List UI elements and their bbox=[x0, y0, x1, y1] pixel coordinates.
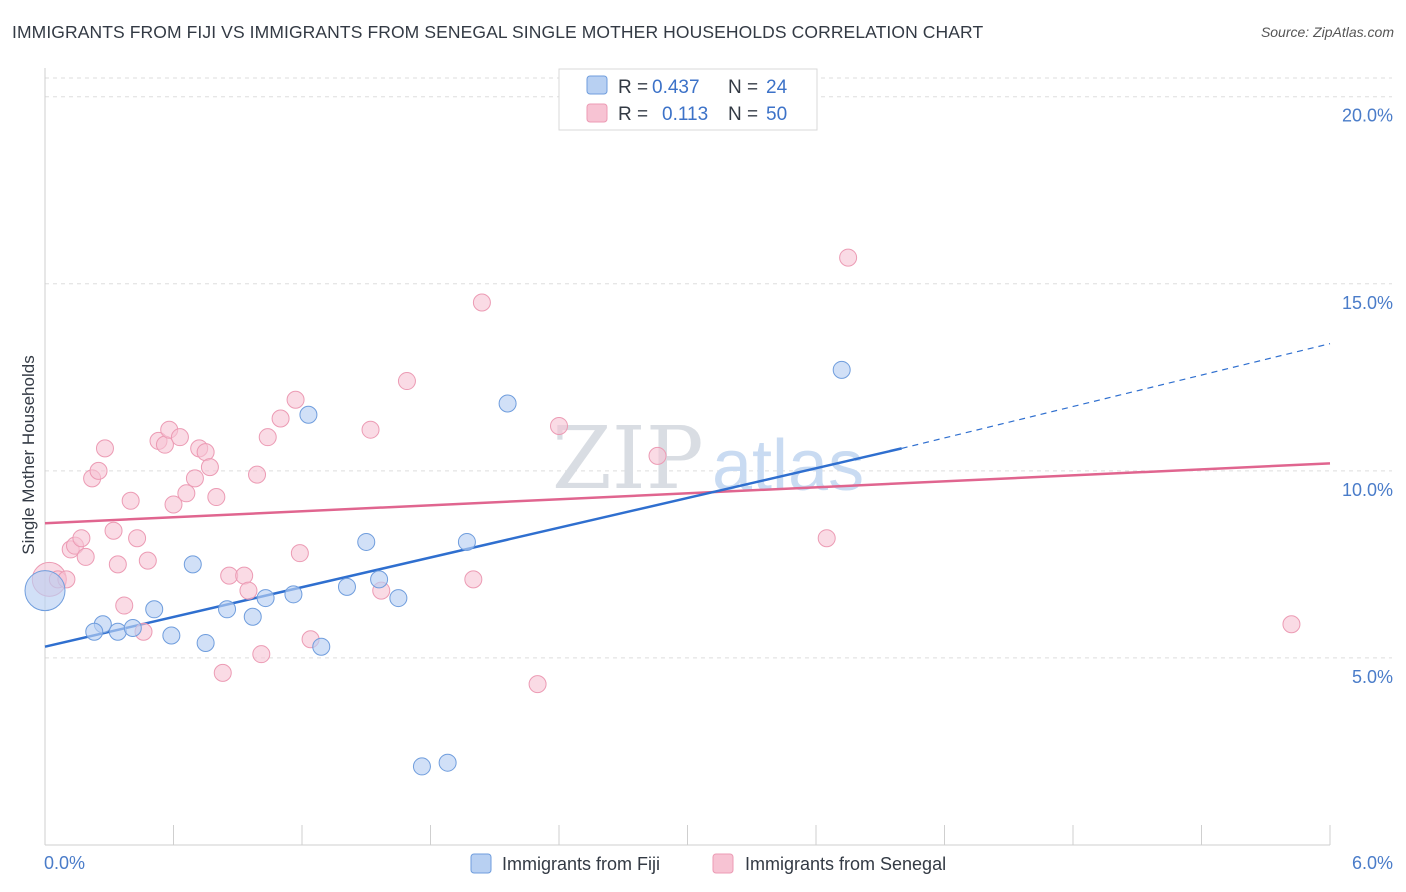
senegal-point bbox=[213, 663, 232, 682]
fiji-point bbox=[85, 622, 104, 641]
senegal-point bbox=[397, 372, 416, 391]
y-tick-label: 10.0% bbox=[1342, 480, 1393, 500]
senegal-trend-line bbox=[44, 462, 1331, 525]
fiji-point bbox=[438, 753, 457, 772]
legend-fiji-n-label: N = bbox=[728, 77, 758, 98]
fiji-point bbox=[832, 360, 851, 379]
senegal-point bbox=[220, 566, 239, 585]
senegal-point bbox=[177, 484, 196, 503]
senegal-point bbox=[817, 529, 836, 548]
fiji-point bbox=[312, 637, 331, 656]
y-axis-label: Single Mother Households bbox=[19, 355, 38, 554]
senegal-point bbox=[89, 461, 108, 480]
senegal-point bbox=[252, 645, 271, 664]
senegal-point bbox=[185, 469, 204, 488]
watermark-zip: ZIP bbox=[552, 409, 704, 509]
fiji-point bbox=[457, 532, 476, 551]
senegal-point bbox=[121, 491, 140, 510]
senegal-point bbox=[361, 420, 380, 439]
fiji-point bbox=[256, 589, 275, 608]
fiji-point bbox=[218, 600, 237, 619]
y-tick-label: 20.0% bbox=[1342, 106, 1393, 126]
senegal-point bbox=[1282, 615, 1301, 634]
senegal-point bbox=[196, 443, 215, 462]
tick-labels: 5.0% 10.0% 15.0% 20.0% 0.0% 6.0% bbox=[44, 106, 1393, 873]
senegal-point bbox=[290, 544, 309, 563]
fiji-point bbox=[337, 577, 356, 596]
senegal-point bbox=[207, 488, 226, 507]
watermark: ZIP atlas bbox=[552, 409, 864, 509]
fiji-point bbox=[196, 633, 215, 652]
fiji-point bbox=[162, 626, 181, 645]
senegal-point bbox=[248, 465, 267, 484]
senegal-point bbox=[95, 439, 114, 458]
legend-fiji-swatch bbox=[586, 75, 608, 95]
fiji-point bbox=[389, 589, 408, 608]
data-points bbox=[24, 248, 1301, 776]
senegal-point bbox=[115, 596, 134, 615]
bottom-legend-senegal-label: Immigrants from Senegal bbox=[745, 854, 946, 874]
x-tick-label-max: 6.0% bbox=[1352, 853, 1393, 873]
legend-fiji-r-value: 0.437 bbox=[652, 77, 700, 98]
senegal-point bbox=[271, 409, 290, 428]
senegal-point bbox=[235, 566, 254, 585]
senegal-point bbox=[76, 547, 95, 566]
legend-senegal-r-label: R = bbox=[618, 104, 648, 125]
fiji-point bbox=[123, 618, 142, 637]
bottom-legend-fiji-label: Immigrants from Fiji bbox=[502, 854, 660, 874]
senegal-point bbox=[138, 551, 157, 570]
senegal-point bbox=[528, 675, 547, 694]
legend-senegal-n-value: 50 bbox=[766, 104, 787, 125]
senegal-point bbox=[200, 458, 219, 477]
fiji-point bbox=[299, 405, 318, 424]
bottom-legend-fiji-swatch bbox=[470, 853, 492, 874]
y-tick-label: 5.0% bbox=[1352, 667, 1393, 687]
x-tick-label-min: 0.0% bbox=[44, 853, 85, 873]
fiji-point bbox=[284, 585, 303, 604]
senegal-point bbox=[104, 521, 123, 540]
senegal-point bbox=[472, 293, 491, 312]
fiji-point bbox=[108, 622, 127, 641]
senegal-point bbox=[648, 446, 667, 465]
senegal-point bbox=[72, 529, 91, 548]
senegal-point bbox=[464, 570, 483, 589]
senegal-point bbox=[239, 581, 258, 600]
fiji-point bbox=[243, 607, 262, 626]
watermark-atlas: atlas bbox=[712, 426, 864, 506]
senegal-point bbox=[550, 416, 568, 435]
fiji-point bbox=[412, 757, 431, 776]
bottom-legend: Immigrants from Fiji Immigrants from Sen… bbox=[470, 853, 946, 874]
fiji-point bbox=[370, 570, 389, 589]
fiji-point bbox=[145, 600, 164, 619]
senegal-point bbox=[258, 428, 277, 447]
senegal-point bbox=[286, 390, 305, 409]
legend-fiji-n-value: 24 bbox=[766, 77, 788, 98]
fiji-trend-extension bbox=[901, 343, 1331, 449]
senegal-point bbox=[839, 248, 858, 267]
legend-senegal-r-value: 0.113 bbox=[662, 104, 708, 125]
legend-senegal-n-label: N = bbox=[728, 104, 758, 125]
bottom-legend-senegal-swatch bbox=[712, 853, 734, 874]
senegal-point bbox=[128, 529, 147, 548]
source-credit: Source: ZipAtlas.com bbox=[1260, 24, 1394, 40]
senegal-point bbox=[170, 428, 189, 447]
fiji-point bbox=[183, 555, 202, 574]
legend-senegal-swatch bbox=[586, 103, 608, 123]
legend-fiji-r-label: R = bbox=[618, 77, 648, 98]
fiji-point bbox=[357, 532, 376, 551]
senegal-point bbox=[155, 435, 174, 454]
fiji-point bbox=[24, 570, 66, 612]
fiji-point bbox=[498, 394, 517, 413]
legend-box: R = 0.437 N = 24 R = 0.113 N = 50 bbox=[558, 68, 818, 131]
axes bbox=[44, 68, 1331, 846]
senegal-point bbox=[164, 495, 183, 514]
y-tick-label: 15.0% bbox=[1342, 293, 1393, 313]
chart-title: IMMIGRANTS FROM FIJI VS IMMIGRANTS FROM … bbox=[12, 22, 984, 42]
senegal-point bbox=[108, 555, 127, 574]
